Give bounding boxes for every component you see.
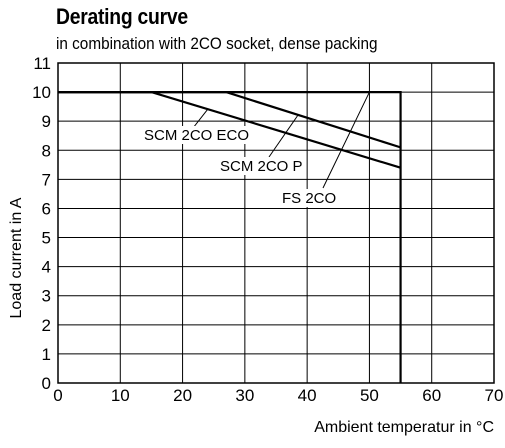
annotation-bg-1 <box>218 157 305 175</box>
y-tick-label-4: 4 <box>42 258 51 277</box>
annotation-leaders <box>192 91 370 189</box>
x-tick-label-6: 60 <box>422 386 441 405</box>
chart-subtitle: in combination with 2CO socket, dense pa… <box>56 34 378 53</box>
annotation-label-1: SCM 2CO P <box>220 158 303 175</box>
grid <box>57 62 495 384</box>
annotation-bg-0 <box>142 126 252 144</box>
x-tick-label-0: 0 <box>53 386 62 405</box>
y-tick-label-7: 7 <box>42 170 51 189</box>
plot-frame <box>57 62 495 384</box>
y-axis-label: Load current in A <box>8 197 25 318</box>
annotation-label-2: FS 2CO <box>282 190 336 207</box>
y-tick-label-9: 9 <box>42 112 51 131</box>
x-tick-label-7: 70 <box>485 386 504 405</box>
x-tick-label-1: 10 <box>111 386 130 405</box>
annotation-labels: SCM 2CO ECO SCM 2CO P FS 2CO <box>142 126 339 207</box>
y-tick-label-10: 10 <box>32 83 51 102</box>
x-tick-label-2: 20 <box>173 386 192 405</box>
annotation-bg-2 <box>280 189 339 207</box>
series-lines <box>58 90 402 383</box>
y-tick-label-8: 8 <box>42 141 51 160</box>
x-tick-label-3: 30 <box>235 386 254 405</box>
x-tick-label-5: 50 <box>360 386 379 405</box>
y-tick-label-2: 2 <box>42 316 51 335</box>
annotation-leader-0 <box>192 109 208 129</box>
tick-labels: 0 10 20 30 40 50 60 70 0 1 2 3 4 5 6 7 8 9 10 11 <box>32 54 503 405</box>
x-tick-label-4: 40 <box>298 386 317 405</box>
y-tick-label-0: 0 <box>42 374 51 393</box>
annotation-leader-2 <box>322 91 370 189</box>
x-axis-label: Ambient temperatur in °C <box>314 419 494 436</box>
y-tick-label-3: 3 <box>42 287 51 306</box>
annotation-leader-1 <box>268 115 299 158</box>
y-tick-label-6: 6 <box>42 199 51 218</box>
series-line-2 <box>58 90 402 383</box>
y-tick-label-1: 1 <box>42 345 51 364</box>
y-tick-label-11: 11 <box>33 54 51 73</box>
chart-title: Derating curve <box>56 4 188 29</box>
annotation-label-0: SCM 2CO ECO <box>144 127 249 144</box>
y-tick-label-5: 5 <box>42 229 51 248</box>
